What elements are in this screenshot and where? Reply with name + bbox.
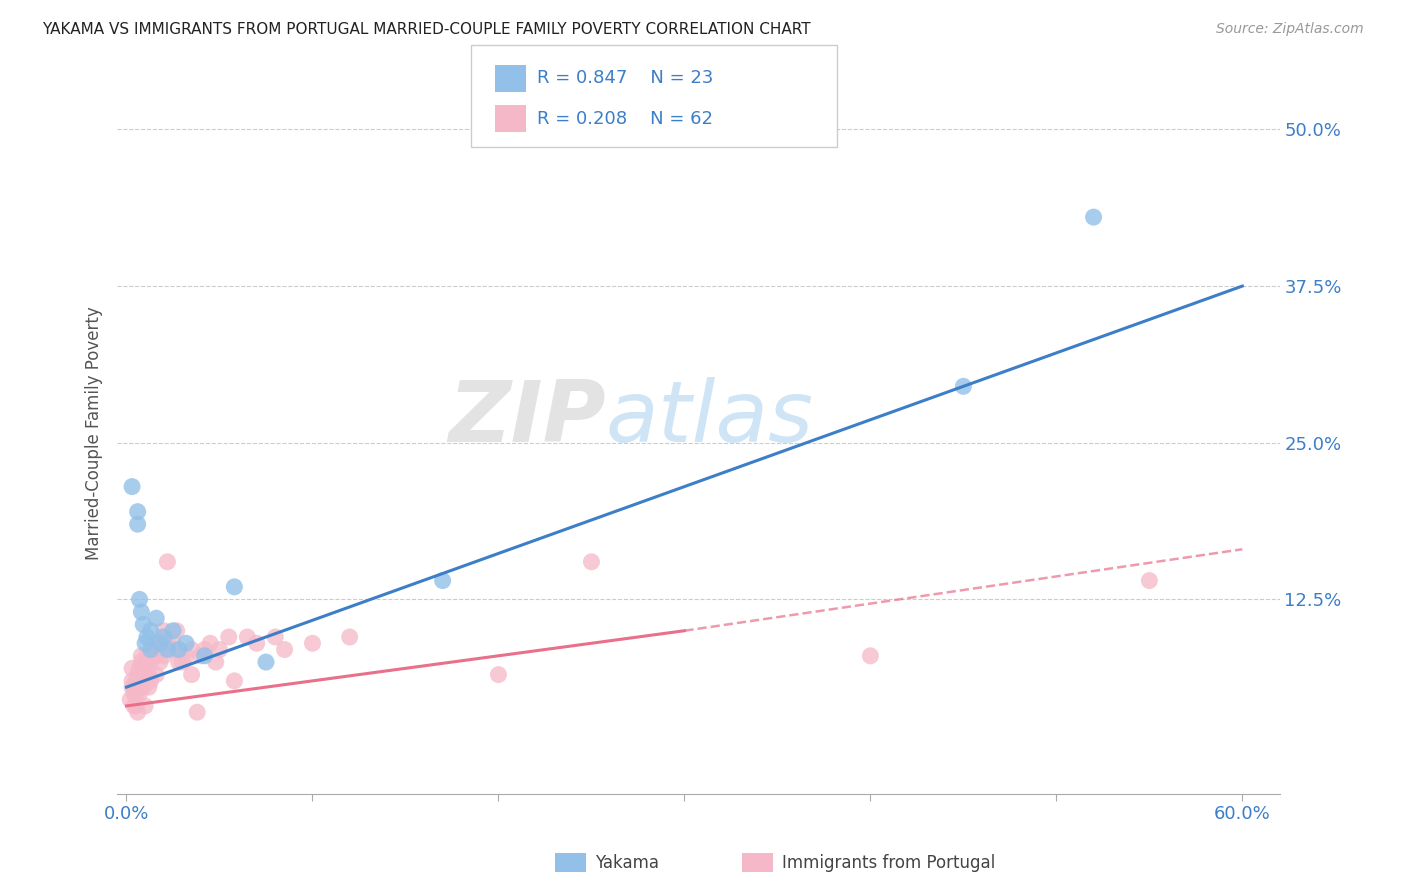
Point — [131, 605, 153, 619]
Point — [180, 667, 202, 681]
Point — [156, 642, 179, 657]
Point — [152, 630, 174, 644]
Point — [143, 642, 166, 657]
Point — [138, 667, 160, 681]
Point — [122, 680, 145, 694]
Point — [174, 648, 197, 663]
Point — [121, 661, 143, 675]
Point — [162, 642, 184, 657]
Point — [208, 642, 231, 657]
Point — [127, 517, 149, 532]
Point — [194, 642, 217, 657]
Point — [139, 655, 162, 669]
Point — [152, 648, 174, 663]
Point — [145, 667, 167, 681]
Point — [339, 630, 361, 644]
Point — [132, 667, 155, 681]
Point — [180, 642, 202, 657]
Point — [139, 673, 162, 688]
Point — [121, 480, 143, 494]
Point — [136, 630, 159, 644]
Point — [149, 655, 172, 669]
Point — [218, 630, 240, 644]
Point — [162, 636, 184, 650]
Point — [127, 505, 149, 519]
Point — [127, 705, 149, 719]
Text: Immigrants from Portugal: Immigrants from Portugal — [782, 854, 995, 871]
Point — [1137, 574, 1160, 588]
Point — [488, 667, 510, 681]
Text: Yakama: Yakama — [595, 854, 659, 871]
Point — [152, 624, 174, 638]
Point — [134, 661, 156, 675]
Point — [224, 580, 246, 594]
Point — [145, 648, 167, 663]
Point — [204, 655, 226, 669]
Y-axis label: Married-Couple Family Poverty: Married-Couple Family Poverty — [86, 307, 103, 560]
Point — [120, 692, 142, 706]
Text: YAKAMA VS IMMIGRANTS FROM PORTUGAL MARRIED-COUPLE FAMILY POVERTY CORRELATION CHA: YAKAMA VS IMMIGRANTS FROM PORTUGAL MARRI… — [42, 22, 811, 37]
Point — [581, 555, 603, 569]
Point — [122, 698, 145, 713]
Point — [1083, 210, 1105, 224]
Point — [186, 705, 208, 719]
Point — [254, 655, 277, 669]
Point — [121, 673, 143, 688]
Point — [143, 636, 166, 650]
Point — [121, 680, 143, 694]
Point — [167, 655, 190, 669]
Text: atlas: atlas — [606, 377, 814, 460]
Point — [859, 648, 882, 663]
Point — [138, 680, 160, 694]
Point — [952, 379, 974, 393]
Point — [136, 648, 159, 663]
Point — [125, 686, 148, 700]
Point — [156, 555, 179, 569]
Point — [134, 636, 156, 650]
Text: Source: ZipAtlas.com: Source: ZipAtlas.com — [1216, 22, 1364, 37]
Point — [224, 673, 246, 688]
Point — [122, 686, 145, 700]
Point — [172, 655, 194, 669]
Point — [131, 655, 153, 669]
Text: R = 0.847    N = 23: R = 0.847 N = 23 — [537, 70, 713, 87]
Point — [149, 642, 172, 657]
Point — [236, 630, 259, 644]
Point — [128, 592, 150, 607]
Point — [131, 648, 153, 663]
Point — [273, 642, 295, 657]
Point — [145, 611, 167, 625]
Point — [156, 636, 179, 650]
Point — [166, 624, 188, 638]
Point — [301, 636, 323, 650]
Point — [132, 617, 155, 632]
Point — [136, 655, 159, 669]
Text: ZIP: ZIP — [447, 377, 606, 460]
Point — [162, 624, 184, 638]
Point — [125, 698, 148, 713]
Point — [128, 661, 150, 675]
Point — [134, 698, 156, 713]
Point — [246, 636, 269, 650]
Point — [432, 574, 454, 588]
Point — [190, 648, 212, 663]
Text: R = 0.208    N = 62: R = 0.208 N = 62 — [537, 110, 713, 128]
Point — [264, 630, 287, 644]
Point — [139, 642, 162, 657]
Point — [174, 636, 197, 650]
Point — [167, 642, 190, 657]
Point — [125, 673, 148, 688]
Point — [132, 680, 155, 694]
Point — [198, 636, 221, 650]
Point — [149, 636, 172, 650]
Point — [194, 648, 217, 663]
Point — [139, 624, 162, 638]
Point — [128, 686, 150, 700]
Point — [127, 667, 149, 681]
